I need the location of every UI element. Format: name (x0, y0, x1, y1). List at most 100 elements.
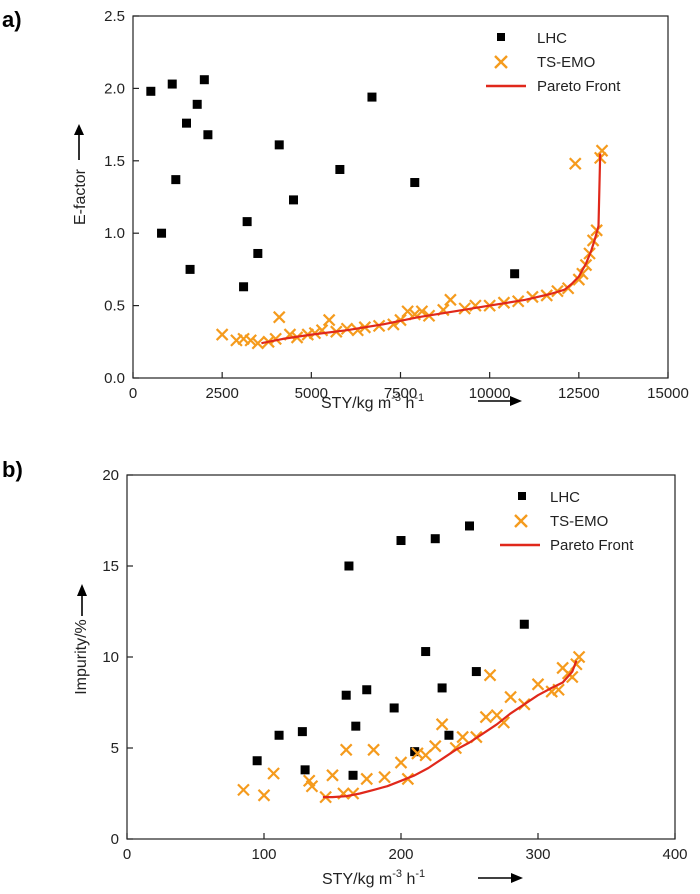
x-tick-label-a: 2500 (205, 385, 238, 402)
lhc-point-b (421, 647, 431, 657)
lhc-point-a (242, 217, 252, 227)
panel-label-a: a) (2, 7, 22, 32)
tsemo-point-b (339, 743, 353, 757)
tsemo-point-b (456, 730, 469, 744)
legend-marker-tsemo-b (514, 514, 528, 528)
legend-a: LHC TS-EMO Pareto Front (486, 30, 621, 95)
lhc-point-a (199, 75, 209, 85)
legend-label-lhc-b: LHC (550, 489, 580, 506)
lhc-point-a (185, 264, 195, 274)
lhc-point-a (182, 118, 191, 128)
tsemo-point-a (572, 273, 586, 286)
lhc-point-a (253, 248, 263, 258)
y-tick-label-a: 1.5 (104, 153, 125, 170)
x-tick-label-b: 400 (662, 846, 687, 863)
tsemo-point-b (419, 749, 432, 762)
lhc-point-b (465, 521, 474, 531)
lhc-point-a (167, 79, 177, 89)
lhc-point-a (274, 140, 284, 150)
x-axis-arrow-b (478, 873, 523, 883)
tsemo-point-b (267, 767, 280, 780)
lhc-point-a (289, 195, 298, 205)
tsemo-point-a (244, 334, 257, 347)
lhc-point-a (410, 178, 420, 188)
y-axis-arrow-b (77, 584, 87, 616)
y-tick-label-a: 1.0 (104, 225, 125, 242)
panel-label-b: b) (2, 457, 23, 482)
axes-a: 0 2500 5000 7500 10000 12500 15000 0.0 0.5 1.0 1.5… (104, 8, 689, 402)
x-tick-label-a: 15000 (647, 385, 689, 402)
lhc-point-b (362, 685, 372, 695)
tsemo-point-a (444, 293, 457, 307)
y-tick-label-b: 5 (111, 740, 119, 757)
lhc-point-b (444, 730, 454, 740)
tsemo-point-b (346, 787, 360, 800)
pareto-front-line-b (322, 660, 578, 799)
y-tick-label-a: 0.0 (104, 370, 125, 387)
tsemo-point-a (586, 234, 600, 247)
tsemo-point-a (526, 290, 539, 304)
tsemo-point-a (322, 313, 336, 327)
tsemo-point-b (367, 743, 380, 757)
lhc-point-a (171, 175, 181, 185)
tsemo-point-b (428, 739, 442, 753)
y-tick-label-b: 10 (102, 649, 119, 666)
lhc-point-b (252, 756, 262, 766)
x-tick-label-a: 5000 (295, 385, 328, 402)
legend-marker-lhc-b (518, 492, 526, 500)
x-tick-label-b: 0 (123, 846, 131, 863)
legend-label-pareto-a: Pareto Front (537, 78, 621, 95)
tsemo-point-a (458, 302, 471, 315)
x-tick-label-a: 0 (129, 385, 137, 402)
y-tick-label-a: 0.5 (104, 298, 125, 315)
tsemo-point-b (257, 789, 271, 802)
tsemo-point-b (435, 718, 449, 731)
tsemo-point-b (237, 783, 250, 797)
y-axis-label-b: Impurity/% (73, 619, 90, 695)
x-axis-arrow-a (478, 396, 522, 406)
lhc-point-a (157, 228, 167, 238)
tsemo-point-b (305, 779, 319, 793)
lhc-point-a (367, 92, 377, 102)
axes-b: 0 100 200 300 400 0 5 10 15 20 (102, 467, 687, 863)
lhc-point-b (430, 534, 440, 544)
lhc-point-b (351, 721, 361, 731)
y-tick-label-b: 15 (102, 558, 119, 575)
lhc-point-b (396, 536, 406, 546)
y-tick-label-b: 0 (111, 831, 119, 848)
legend-label-pareto-b: Pareto Front (550, 537, 634, 554)
tsemo-point-a (340, 322, 354, 336)
lhc-point-a (192, 99, 202, 109)
legend-marker-tsemo-a (494, 55, 508, 69)
x-tick-label-b: 100 (251, 846, 276, 863)
lhc-point-b (297, 727, 307, 737)
lhc-point-b (300, 765, 310, 775)
lhc-point-b (344, 561, 354, 571)
chart-a: a) 0 2500 5000 7500 10000 12500 15000 0.0 0.5 1.0… (2, 7, 689, 412)
legend-label-tsemo-b: TS-EMO (550, 513, 608, 530)
x-tick-label-b: 300 (525, 846, 550, 863)
tsemo-point-a (351, 323, 364, 337)
x-axis-label-a: STY/kg m-3 h-1 (321, 392, 424, 412)
x-axis-label-b: STY/kg m-3 h-1 (322, 868, 425, 888)
y-axis-arrow-a (74, 124, 84, 160)
y-tick-label-a: 2.5 (104, 8, 125, 25)
tsemo-point-a (401, 305, 414, 318)
tsemo-point-b (326, 769, 339, 782)
lhc-point-a (239, 282, 249, 292)
lhc-point-a (146, 86, 156, 96)
tsemo-point-a (595, 144, 609, 157)
tsemo-point-b (479, 710, 493, 724)
marks-b (237, 521, 586, 804)
x-tick-label-a: 7500 (384, 385, 417, 402)
tsemo-point-a (269, 332, 282, 346)
lhc-point-b (348, 770, 358, 780)
tsemo-point-a (251, 336, 265, 350)
tsemo-point-a (272, 310, 286, 324)
y-tick-label-a: 2.0 (104, 80, 125, 97)
lhc-point-b (274, 730, 284, 740)
tsemo-point-b (378, 770, 391, 784)
chart-b: b) 0 100 200 300 400 0 5 10 15 20 Impurity/% STY/… (2, 457, 688, 888)
lhc-point-a (203, 130, 213, 140)
